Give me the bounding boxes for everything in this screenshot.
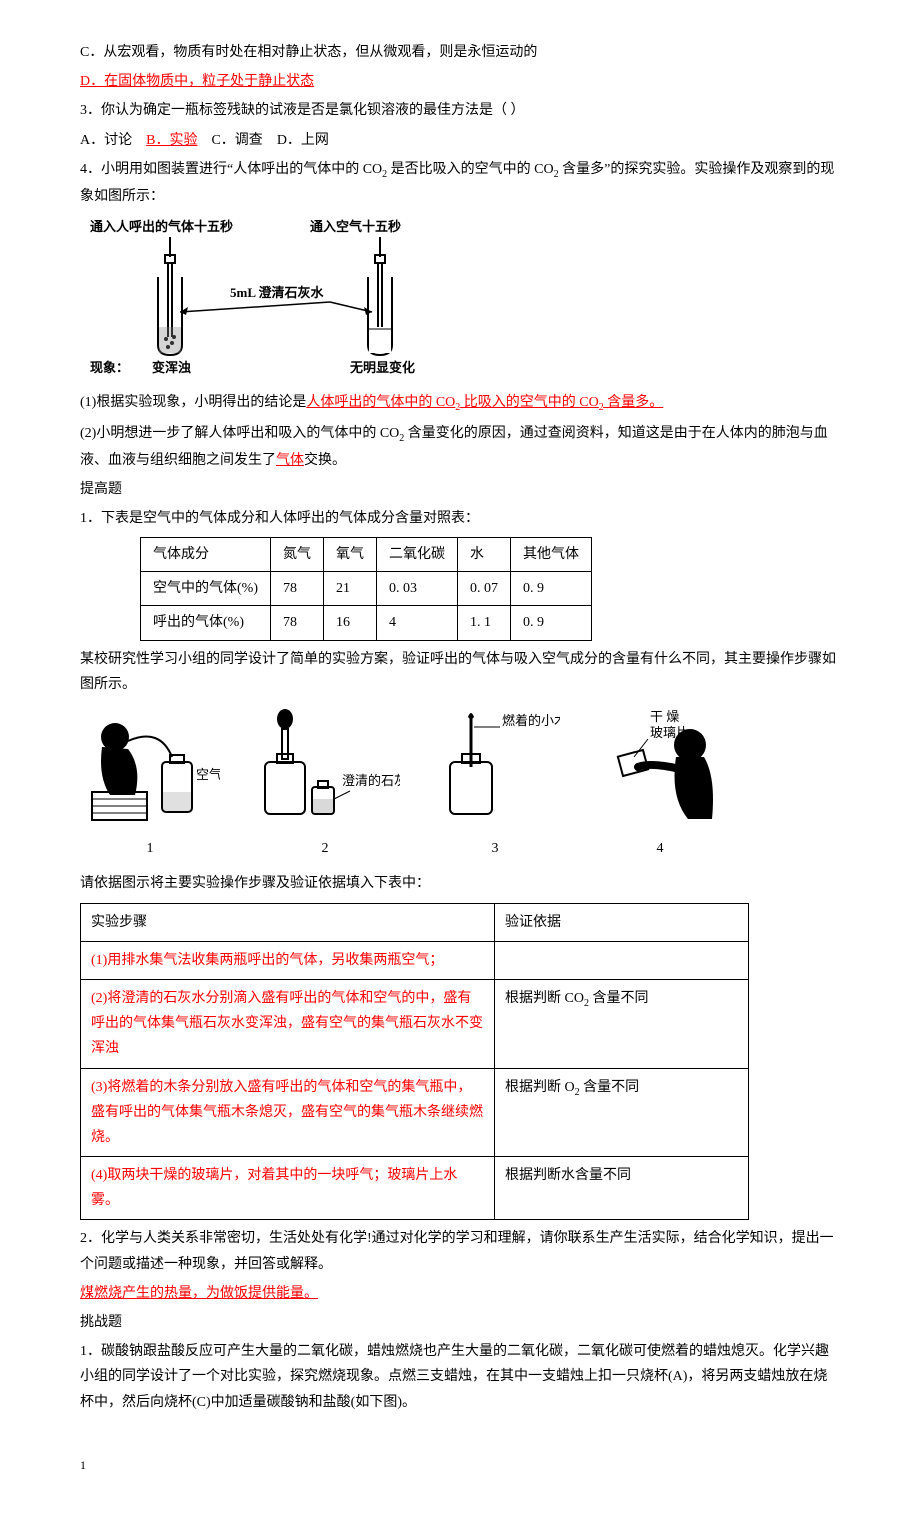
illus-2-icon: 澄清的石灰水 xyxy=(250,707,400,827)
q4-sub2: (2)小明想进一步了解人体呼出和吸入的气体中的 CO2 含量变化的原因，通过查阅… xyxy=(80,421,840,473)
diag-left-result: 变浑浊 xyxy=(152,360,191,375)
illus-3-icon: 燃着的小木条 xyxy=(430,707,560,827)
up1-stem: 1．下表是空气中的气体成分和人体呼出的气体成分含量对照表： xyxy=(80,506,840,531)
q4-sub1: (1)根据实验现象，小明得出的结论是人体呼出的气体中的 CO2 比吸入的空气中的… xyxy=(80,390,840,417)
up1-desc: 某校研究性学习小组的同学设计了简单的实验方案，验证呼出的气体与吸入空气成分的含量… xyxy=(80,647,840,697)
svg-text:干 燥: 干 燥 xyxy=(650,709,679,724)
option-d-answer: D．在固体物质中，粒子处于静止状态 xyxy=(80,74,314,89)
diag-left-label: 通入人呼出的气体十五秒 xyxy=(90,219,233,234)
up2-answer: 煤燃烧产生的热量，为做饭提供能量。 xyxy=(80,1286,318,1301)
q3-opt-b-answer: B．实验 xyxy=(146,133,197,148)
option-c: C．从宏观看，物质有时处在相对静止状态，但从微观看，则是永恒运动的 xyxy=(80,40,840,65)
q3-opt-a: A．讨论 xyxy=(80,133,132,148)
q3-stem: 3．你认为确定一瓶标签残缺的试液是否是氯化钡溶液的最佳方法是（ ） xyxy=(80,98,840,123)
gas-composition-table: 气体成分 氮气 氧气 二氧化碳 水 其他气体 空气中的气体(%) 78 21 0… xyxy=(140,537,592,641)
q3-opt-d: D．上网 xyxy=(277,133,329,148)
experiment-illustrations: 空气 1 澄清的石灰水 2 燃着的小木条 xyxy=(80,707,840,861)
q4-stem: 4．小明用如图装置进行“人体呼出的气体中的 CO2 是否比吸入的空气中的 CO2… xyxy=(80,157,840,209)
diag-right-result: 无明显变化 xyxy=(349,360,415,375)
section-challenge: 挑战题 xyxy=(80,1310,840,1335)
svg-text:澄清的石灰水: 澄清的石灰水 xyxy=(342,773,400,788)
illus-4-icon: 干 燥 玻璃片 xyxy=(590,707,730,827)
q3-opt-c: C．调查 xyxy=(211,133,262,148)
svg-text:燃着的小木条: 燃着的小木条 xyxy=(502,713,560,728)
diag-phenomenon-label: 现象： xyxy=(90,360,129,375)
page-number: 1 xyxy=(80,1455,840,1477)
up1-table-prompt: 请依据图示将主要实验操作步骤及验证依据填入下表中： xyxy=(80,871,840,896)
section-improve: 提高题 xyxy=(80,477,840,502)
q4-apparatus-diagram: 通入人呼出的气体十五秒 通入空气十五秒 5mL 澄清石灰水 现象： 变浑浊 无明… xyxy=(80,217,840,386)
verification-steps-table: 实验步骤 验证依据 (1)用排水集气法收集两瓶呼出的气体，另收集两瓶空气； (2… xyxy=(80,903,749,1221)
diag-right-label: 通入空气十五秒 xyxy=(310,219,401,234)
ch1-stem: 1．碳酸钠跟盐酸反应可产生大量的二氧化碳，蜡烛燃烧也产生大量的二氧化碳，二氧化碳… xyxy=(80,1339,840,1415)
up2-stem: 2．化学与人类关系非常密切，生活处处有化学!通过对化学的学习和理解，请你联系生产… xyxy=(80,1226,840,1276)
illus-1-icon: 空气 xyxy=(80,707,220,827)
diag-limewater-label: 5mL 澄清石灰水 xyxy=(230,285,325,300)
svg-text:空气: 空气 xyxy=(196,767,220,782)
